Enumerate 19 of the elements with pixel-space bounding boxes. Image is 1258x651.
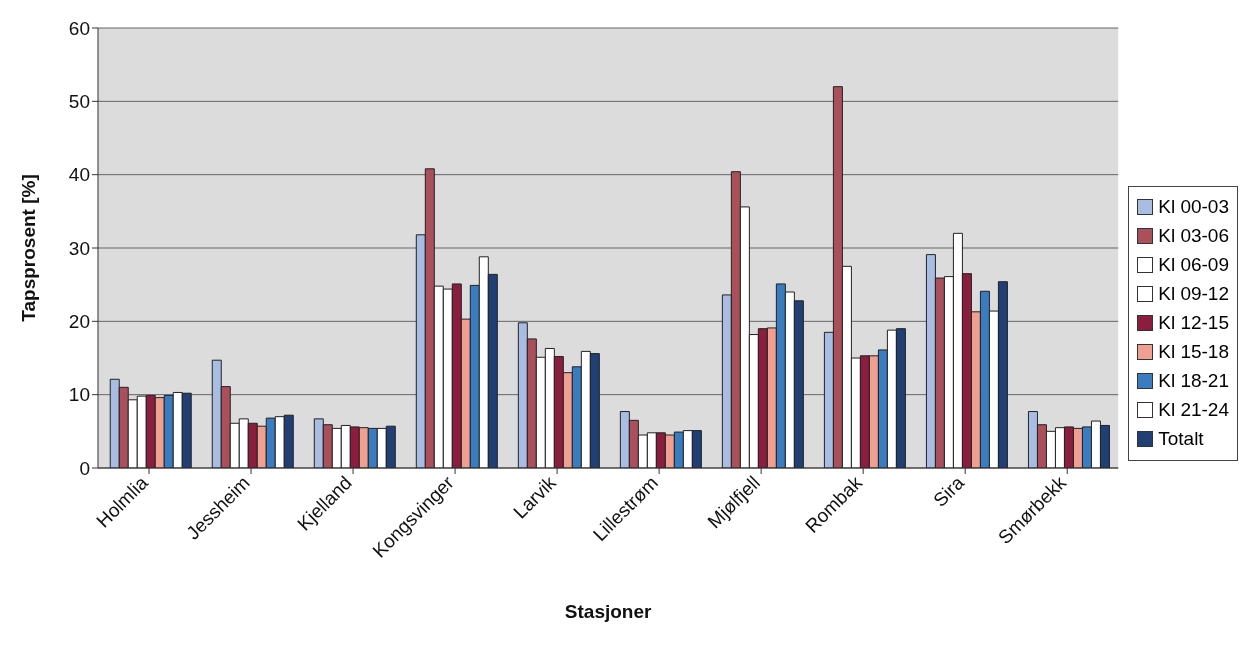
legend-label: Kl 15-18	[1158, 341, 1229, 363]
legend-label: Kl 12-15	[1158, 312, 1229, 334]
y-tick-label: 20	[68, 311, 90, 333]
y-tick-label: 10	[68, 384, 90, 406]
legend-label: Kl 21-24	[1158, 399, 1229, 421]
y-tick-label: 30	[68, 237, 90, 259]
y-tick-label: 50	[68, 91, 90, 113]
x-tick-label: Sira	[929, 471, 969, 511]
y-tick-label: 60	[68, 17, 90, 39]
legend-label: Kl 03-06	[1158, 225, 1229, 247]
legend-label: Kl 06-09	[1158, 254, 1229, 276]
y-tick-label: 0	[79, 457, 90, 479]
legend-label: Kl 18-21	[1158, 370, 1229, 392]
legend-label: Kl 00-03	[1158, 196, 1229, 218]
legend-label: Kl 09-12	[1158, 283, 1229, 305]
y-tick-label: 40	[68, 164, 90, 186]
x-axis-title: Stasjoner	[564, 601, 652, 622]
legend-label: Totalt	[1158, 428, 1204, 450]
y-axis-title: Tapsprosent [%]	[17, 174, 39, 322]
